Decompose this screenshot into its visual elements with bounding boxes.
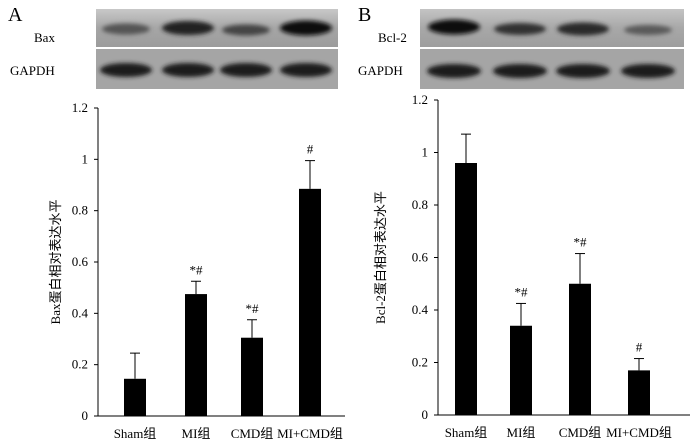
blot-b-image bbox=[420, 9, 684, 89]
x-category-label: MI+CMD组 bbox=[606, 425, 672, 440]
blot-b-band-control-4 bbox=[621, 64, 675, 78]
y-tick-label: 1 bbox=[422, 145, 429, 160]
bar bbox=[241, 337, 263, 416]
bar bbox=[628, 370, 650, 415]
blot-b-band-control-2 bbox=[493, 64, 547, 78]
bar bbox=[510, 325, 532, 415]
blot-a-target-label: Bax bbox=[34, 30, 55, 45]
bar bbox=[124, 378, 146, 416]
significance-marker: # bbox=[307, 142, 314, 157]
y-tick-label: 0.2 bbox=[412, 355, 428, 370]
blot-a-band-control-1 bbox=[100, 63, 152, 77]
blot-b-band-target-1 bbox=[428, 19, 480, 35]
significance-marker: *# bbox=[515, 284, 529, 299]
blot-a-band-control-4 bbox=[280, 63, 332, 77]
significance-marker: *# bbox=[190, 262, 204, 277]
blot-b-band-target-2 bbox=[494, 23, 546, 35]
y-tick-label: 0.6 bbox=[72, 254, 89, 269]
x-category-label: MI组 bbox=[507, 425, 536, 440]
x-category-label: CMD组 bbox=[559, 425, 602, 440]
blot-b-band-control-3 bbox=[556, 64, 610, 78]
blot-b-control-label: GAPDH bbox=[358, 63, 403, 78]
significance-marker: # bbox=[636, 340, 643, 355]
y-tick-label: 0 bbox=[82, 408, 89, 423]
blot-b-band-control-1 bbox=[427, 64, 481, 78]
y-tick-label: 0 bbox=[422, 407, 429, 422]
y-tick-label: 0.6 bbox=[412, 250, 429, 265]
y-axis-title: Bax蛋白相对表达水平 bbox=[48, 200, 63, 325]
blot-b-band-target-3 bbox=[557, 22, 609, 36]
blot-b-target-label: Bcl-2 bbox=[378, 30, 407, 45]
chart-bax-expression: 0 0.2 0.4 0.6 0.8 1 1.2 Bax蛋白相对表达水平 Sham组 *# MI组 *#… bbox=[48, 100, 345, 441]
x-category-label: Sham组 bbox=[445, 425, 488, 440]
blot-b-band-target-4 bbox=[624, 25, 672, 35]
x-category-label: MI组 bbox=[182, 426, 211, 441]
blot-a-band-control-3 bbox=[220, 63, 272, 77]
blot-a-control-label: GAPDH bbox=[10, 63, 55, 78]
y-tick-label: 0.4 bbox=[72, 305, 89, 320]
blot-a-band-target-1 bbox=[102, 23, 150, 35]
y-tick-label: 0.8 bbox=[412, 197, 428, 212]
y-tick-label: 0.4 bbox=[412, 302, 429, 317]
x-category-label: MI+CMD组 bbox=[277, 426, 343, 441]
x-category-label: Sham组 bbox=[114, 426, 157, 441]
significance-marker: *# bbox=[246, 301, 260, 316]
significance-marker: *# bbox=[574, 235, 588, 250]
blot-a-band-target-4 bbox=[280, 20, 332, 36]
panel-letter-a: A bbox=[8, 4, 23, 26]
y-tick-label: 0.8 bbox=[72, 203, 88, 218]
y-tick-label: 1.2 bbox=[412, 92, 428, 107]
chart-bcl2-expression: 0 0.2 0.4 0.6 0.8 1 1.2 Bcl-2蛋白相对表达水平 Sham组 *# MI组… bbox=[373, 92, 690, 440]
y-axis-title: Bcl-2蛋白相对表达水平 bbox=[373, 191, 388, 324]
bar bbox=[185, 294, 207, 416]
bar bbox=[455, 163, 477, 415]
x-category-label: CMD组 bbox=[231, 426, 274, 441]
bar bbox=[299, 188, 321, 416]
panel-letter-b: B bbox=[358, 4, 372, 26]
blot-a-image bbox=[96, 9, 338, 89]
blot-a-band-target-2 bbox=[162, 21, 214, 35]
blot-a-band-control-2 bbox=[162, 63, 214, 77]
blot-a-band-target-3 bbox=[222, 24, 270, 36]
y-tick-label: 1 bbox=[82, 151, 89, 166]
y-tick-label: 0.2 bbox=[72, 357, 88, 372]
bar bbox=[569, 283, 591, 415]
y-tick-label: 1.2 bbox=[72, 100, 88, 115]
